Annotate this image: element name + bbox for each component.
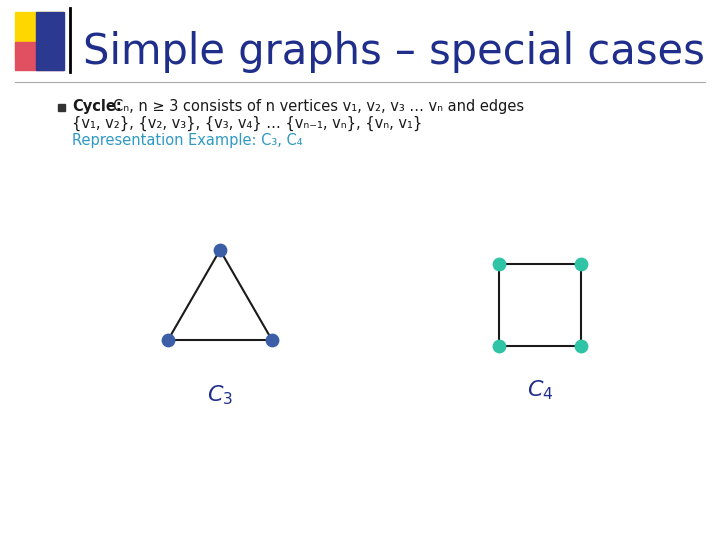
Point xyxy=(215,246,226,254)
Point xyxy=(493,260,505,268)
Point xyxy=(162,336,174,345)
Bar xyxy=(36,12,64,70)
Bar xyxy=(58,104,65,111)
Bar xyxy=(15,12,63,58)
Point xyxy=(575,342,587,350)
Text: Simple graphs – special cases: Simple graphs – special cases xyxy=(83,31,705,73)
Point xyxy=(575,260,587,268)
Text: Representation Example: C₃, C₄: Representation Example: C₃, C₄ xyxy=(72,132,302,147)
Point xyxy=(266,336,278,345)
Bar xyxy=(15,42,63,70)
Text: Cycle:: Cycle: xyxy=(72,99,122,114)
Text: $C_3$: $C_3$ xyxy=(207,383,233,407)
Point xyxy=(493,342,505,350)
Text: Cₙ, n ≥ 3 consists of n vertices v₁, v₂, v₃ … vₙ and edges: Cₙ, n ≥ 3 consists of n vertices v₁, v₂,… xyxy=(113,99,524,114)
Text: $C_4$: $C_4$ xyxy=(527,378,553,402)
Text: {v₁, v₂}, {v₂, v₃}, {v₃, v₄} … {vₙ₋₁, vₙ}, {vₙ, v₁}: {v₁, v₂}, {v₂, v₃}, {v₃, v₄} … {vₙ₋₁, vₙ… xyxy=(72,116,422,131)
